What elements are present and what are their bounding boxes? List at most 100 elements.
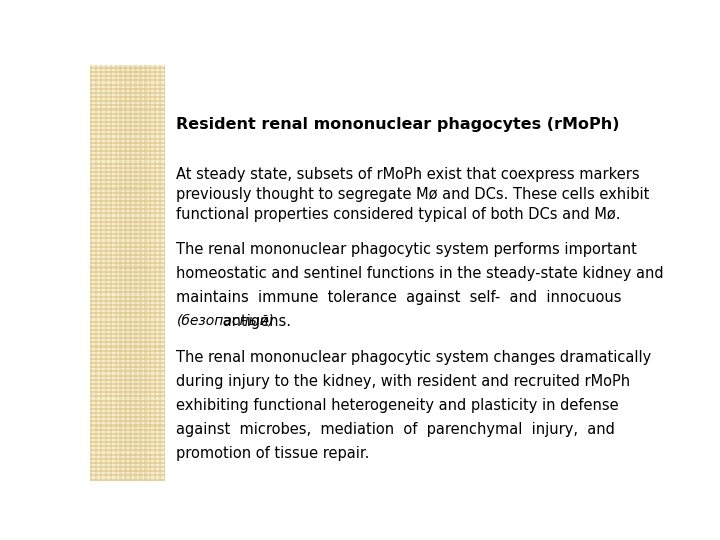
- Bar: [90, 389, 166, 391]
- Bar: [90, 87, 166, 90]
- Bar: [90, 106, 166, 109]
- Bar: [90, 192, 166, 194]
- Bar: [90, 277, 166, 279]
- Bar: [90, 141, 166, 144]
- Bar: [90, 341, 166, 343]
- Bar: [90, 379, 166, 381]
- Bar: [90, 254, 166, 256]
- Bar: [90, 262, 166, 265]
- Bar: [90, 373, 166, 375]
- Bar: [90, 121, 166, 123]
- Bar: [90, 140, 166, 141]
- Bar: [90, 314, 166, 316]
- Bar: [90, 150, 166, 152]
- Bar: [90, 177, 166, 179]
- Bar: [90, 227, 166, 229]
- Text: promotion of tissue repair.: promotion of tissue repair.: [176, 446, 370, 461]
- Bar: [90, 331, 166, 333]
- Bar: [90, 383, 166, 385]
- Bar: [90, 410, 166, 412]
- Bar: [90, 156, 166, 158]
- Bar: [90, 244, 166, 246]
- Bar: [90, 385, 166, 387]
- Bar: [90, 362, 166, 364]
- Text: (безопасный): (безопасный): [176, 314, 274, 328]
- Bar: [90, 285, 166, 287]
- Bar: [90, 476, 166, 478]
- Bar: [90, 71, 166, 73]
- Bar: [90, 295, 166, 298]
- Bar: [90, 65, 166, 67]
- Bar: [90, 451, 166, 454]
- Bar: [90, 198, 166, 200]
- Bar: [90, 462, 166, 464]
- Bar: [90, 235, 166, 238]
- Bar: [90, 337, 166, 339]
- Bar: [90, 447, 166, 449]
- Bar: [90, 212, 166, 214]
- Bar: [90, 300, 166, 302]
- Bar: [90, 185, 166, 187]
- Bar: [90, 111, 166, 113]
- Bar: [90, 422, 166, 424]
- Bar: [90, 175, 166, 177]
- Bar: [90, 136, 166, 138]
- Bar: [90, 84, 166, 85]
- Bar: [90, 470, 166, 472]
- Bar: [90, 225, 166, 227]
- Bar: [90, 154, 166, 156]
- Bar: [90, 310, 166, 312]
- Bar: [90, 204, 166, 206]
- Bar: [90, 210, 166, 212]
- Bar: [90, 397, 166, 400]
- Bar: [90, 298, 166, 300]
- Bar: [90, 250, 166, 252]
- Bar: [90, 67, 166, 69]
- Bar: [90, 165, 166, 167]
- Bar: [90, 472, 166, 474]
- Bar: [90, 109, 166, 111]
- Bar: [90, 214, 166, 217]
- Bar: [90, 321, 166, 322]
- Bar: [90, 123, 166, 125]
- Bar: [90, 474, 166, 476]
- Bar: [90, 268, 166, 271]
- Bar: [90, 360, 166, 362]
- Bar: [90, 75, 166, 77]
- Bar: [90, 427, 166, 429]
- Bar: [90, 233, 166, 235]
- Bar: [90, 239, 166, 241]
- Bar: [90, 102, 166, 104]
- Bar: [90, 316, 166, 319]
- Bar: [90, 208, 166, 210]
- Bar: [90, 439, 166, 441]
- Bar: [90, 96, 166, 98]
- Bar: [90, 375, 166, 377]
- Bar: [90, 400, 166, 402]
- Bar: [90, 329, 166, 331]
- Bar: [90, 100, 166, 102]
- Bar: [90, 322, 166, 325]
- Bar: [90, 356, 166, 358]
- Bar: [90, 312, 166, 314]
- Bar: [90, 346, 166, 348]
- Bar: [90, 456, 166, 458]
- Bar: [90, 196, 166, 198]
- Bar: [90, 289, 166, 292]
- Bar: [90, 368, 166, 370]
- Bar: [90, 183, 166, 185]
- Bar: [90, 466, 166, 468]
- Bar: [90, 206, 166, 208]
- Bar: [90, 431, 166, 433]
- Bar: [90, 437, 166, 439]
- Bar: [90, 429, 166, 431]
- Bar: [90, 160, 166, 163]
- Bar: [90, 104, 166, 106]
- Bar: [90, 252, 166, 254]
- Bar: [90, 433, 166, 435]
- Bar: [90, 275, 166, 277]
- Bar: [90, 335, 166, 337]
- Bar: [90, 138, 166, 140]
- Bar: [90, 273, 166, 275]
- Bar: [90, 238, 166, 239]
